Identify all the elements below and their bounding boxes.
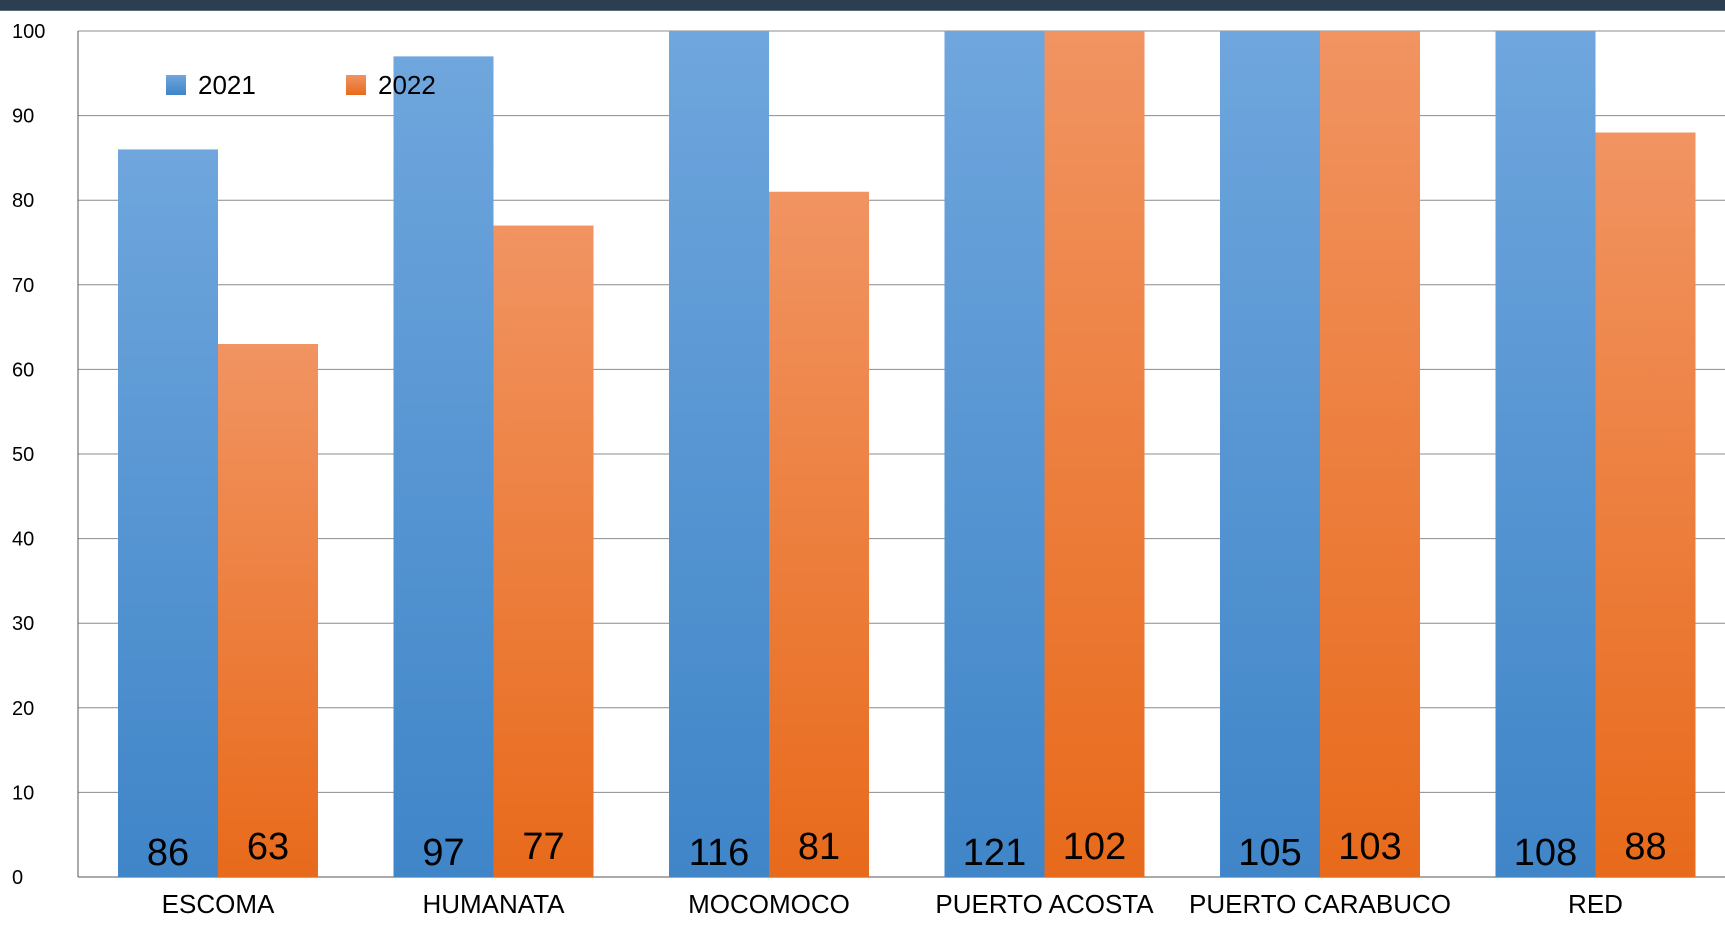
x-axis-categories: ESCOMA HUMANATA MOCOMOCO PUERTO ACOSTA PUERT… (162, 889, 1623, 919)
legend-swatch-2022 (346, 75, 366, 95)
bar-2021-humanata (393, 56, 494, 877)
data-label: 86 (147, 832, 189, 874)
legend-label-2021: 2021 (198, 70, 256, 100)
bar-2021-puerto-carabuco (1220, 31, 1320, 877)
bar-2022-mocomoco (769, 191, 869, 878)
bar-2021-escoma (118, 149, 218, 877)
bar-2022-red (1595, 132, 1696, 877)
x-category-label: HUMANATA (422, 889, 565, 919)
data-label: 77 (522, 826, 564, 868)
x-category-label: ESCOMA (162, 889, 275, 919)
y-tick-label: 40 (12, 529, 34, 551)
legend-label-2022: 2022 (378, 70, 436, 100)
y-tick-label: 80 (12, 190, 34, 212)
x-category-label: PUERTO CARABUCO (1189, 889, 1451, 919)
bar-2022-humanata (493, 225, 594, 877)
bar-2022-escoma (218, 344, 318, 877)
y-tick-label: 70 (12, 275, 34, 297)
data-label: 88 (1624, 826, 1666, 868)
data-label: 102 (1063, 826, 1126, 868)
chart-frame: 0 10 20 30 40 50 60 70 80 90 100 86 63 97 77 116 81 121 1… (0, 10, 1725, 927)
y-axis-ticks: 0 10 20 30 40 50 60 70 80 90 100 (12, 21, 45, 889)
y-tick-label: 100 (12, 21, 45, 43)
bars (118, 31, 1696, 878)
x-category-label: RED (1568, 889, 1623, 919)
y-tick-label: 20 (12, 698, 34, 720)
data-label: 116 (689, 832, 750, 874)
bar-2022-puerto-carabuco (1320, 31, 1420, 877)
legend-swatch-2021 (166, 75, 186, 95)
y-tick-label: 90 (12, 106, 34, 128)
bar-chart: 0 10 20 30 40 50 60 70 80 90 100 86 63 97 77 116 81 121 1… (12, 21, 1725, 919)
data-labels: 86 63 97 77 116 81 121 102 105 103 108 88 (147, 826, 1667, 874)
data-label: 81 (798, 826, 840, 868)
y-tick-label: 60 (12, 359, 34, 381)
y-tick-label: 0 (12, 867, 23, 889)
bar-2021-puerto-acosta (944, 31, 1045, 877)
y-tick-label: 50 (12, 444, 34, 466)
data-label: 103 (1338, 826, 1401, 868)
x-category-label: PUERTO ACOSTA (935, 889, 1154, 919)
data-label: 121 (963, 832, 1026, 874)
legend: 2021 2022 (166, 70, 436, 100)
data-label: 63 (247, 826, 289, 868)
data-label: 97 (422, 832, 464, 874)
data-label: 105 (1238, 832, 1301, 874)
x-category-label: MOCOMOCO (688, 889, 850, 919)
data-label: 108 (1514, 832, 1577, 874)
bar-2021-mocomoco (669, 31, 769, 877)
y-tick-label: 10 (12, 782, 34, 804)
bar-2021-red (1495, 31, 1596, 877)
y-tick-label: 30 (12, 613, 34, 635)
grid-lines (77, 30, 1725, 878)
bar-2022-puerto-acosta (1044, 31, 1145, 877)
